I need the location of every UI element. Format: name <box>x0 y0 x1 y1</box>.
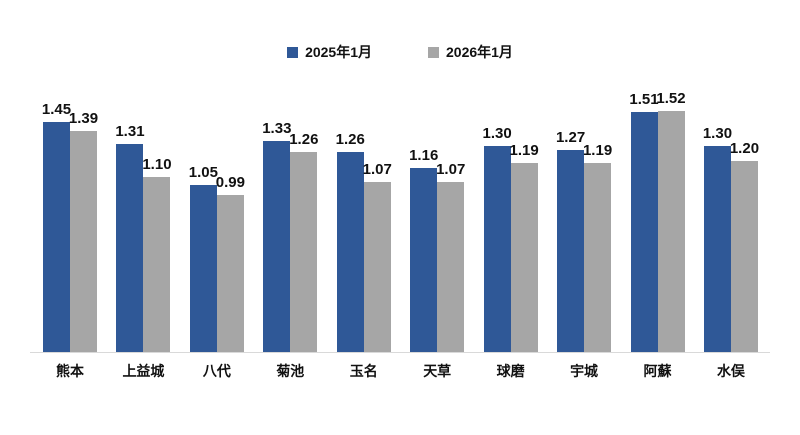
legend-label: 2026年1月 <box>446 44 513 60</box>
bar-group: 1.51 1.52 <box>629 90 686 352</box>
bar-2025年1月: 1.16 <box>409 147 438 352</box>
value-label: 1.19 <box>509 142 539 159</box>
bar-2026年1月: 1.52 <box>656 90 686 352</box>
value-label: 1.27 <box>555 129 586 146</box>
legend-swatch-icon <box>428 46 439 58</box>
category-label: 上益城 <box>122 363 165 379</box>
bar-2025年1月: 1.33 <box>262 120 291 352</box>
value-label: 1.10 <box>142 156 172 173</box>
bar-group: 1.45 1.39 <box>42 101 98 352</box>
category-label: 水俣 <box>716 363 745 379</box>
bar-2025年1月: 1.30 <box>483 125 512 352</box>
bar-group: 1.33 1.26 <box>262 120 318 352</box>
value-label: 1.05 <box>188 164 218 181</box>
bar-2025年1月: 1.31 <box>115 123 145 352</box>
bar-2025年1月: 1.45 <box>42 101 71 352</box>
x-axis-line <box>30 352 770 353</box>
bar-2025年1月: 1.51 <box>629 91 659 352</box>
category-label: 八代 <box>202 363 231 379</box>
value-label: 1.16 <box>409 147 439 164</box>
bar-2026年1月: 1.19 <box>510 142 539 352</box>
value-label: 1.19 <box>582 142 613 159</box>
category-label: 宇城 <box>570 363 599 379</box>
plot-area: 1.45 1.39 1.31 1.10 1.05 0.99 1.33 1.26 1.26 1.07… <box>42 82 759 352</box>
bar-2026年1月: 1.07 <box>363 161 392 352</box>
bar-group: 1.26 1.07 <box>336 131 392 352</box>
value-label: 1.45 <box>41 101 72 118</box>
value-label: 1.33 <box>262 120 292 137</box>
bar-group: 1.16 1.07 <box>409 147 465 352</box>
bar-group: 1.05 0.99 <box>189 164 245 352</box>
bar-2025年1月: 1.27 <box>556 129 585 352</box>
category-label: 天草 <box>423 363 452 379</box>
bar-2026年1月: 1.26 <box>289 131 318 352</box>
value-label: 1.26 <box>289 131 319 148</box>
bar-2026年1月: 1.07 <box>436 161 465 352</box>
bar-group: 1.30 1.19 <box>483 125 539 352</box>
value-label: 1.31 <box>115 123 145 140</box>
category-label: 玉名 <box>349 363 378 379</box>
category-label: 菊池 <box>276 363 305 379</box>
category-label: 球磨 <box>496 363 525 379</box>
value-label: 1.26 <box>335 131 365 148</box>
category-label: 阿蘇 <box>643 363 672 379</box>
bar-group: 1.30 1.20 <box>703 125 759 352</box>
value-label: 0.99 <box>215 174 245 191</box>
value-label: 1.07 <box>436 161 466 178</box>
category-label: 熊本 <box>56 363 84 379</box>
legend-item: 2025年1月 <box>287 42 372 62</box>
value-label: 1.39 <box>68 110 99 127</box>
legend-swatch-icon <box>287 46 299 58</box>
value-label: 1.20 <box>729 140 760 157</box>
value-label: 1.51 <box>629 91 659 108</box>
legend: 2025年1月 2026年1月 <box>0 42 800 62</box>
value-label: 1.07 <box>362 161 392 178</box>
bar-2026年1月: 1.20 <box>730 140 759 352</box>
x-axis-labels: 熊本 上益城 八代 菊池 玉名 天草 球磨 宇城 阿蘇 水俣 <box>43 361 758 381</box>
bar-2025年1月: 1.30 <box>703 125 732 352</box>
value-label: 1.52 <box>656 90 686 107</box>
value-label: 1.30 <box>482 125 512 142</box>
legend-label: 2025年1月 <box>305 44 372 60</box>
value-label: 1.30 <box>702 125 733 142</box>
bar-2026年1月: 1.10 <box>142 156 172 352</box>
bar-group: 1.31 1.10 <box>115 123 172 352</box>
bar-2026年1月: 0.99 <box>216 174 245 352</box>
bar-2026年1月: 1.39 <box>69 110 98 352</box>
bar-2026年1月: 1.19 <box>583 142 612 352</box>
legend-item: 2026年1月 <box>428 42 513 62</box>
bar-2025年1月: 1.26 <box>336 131 365 352</box>
bar-2025年1月: 1.05 <box>189 164 218 352</box>
bar-group: 1.27 1.19 <box>556 129 612 352</box>
